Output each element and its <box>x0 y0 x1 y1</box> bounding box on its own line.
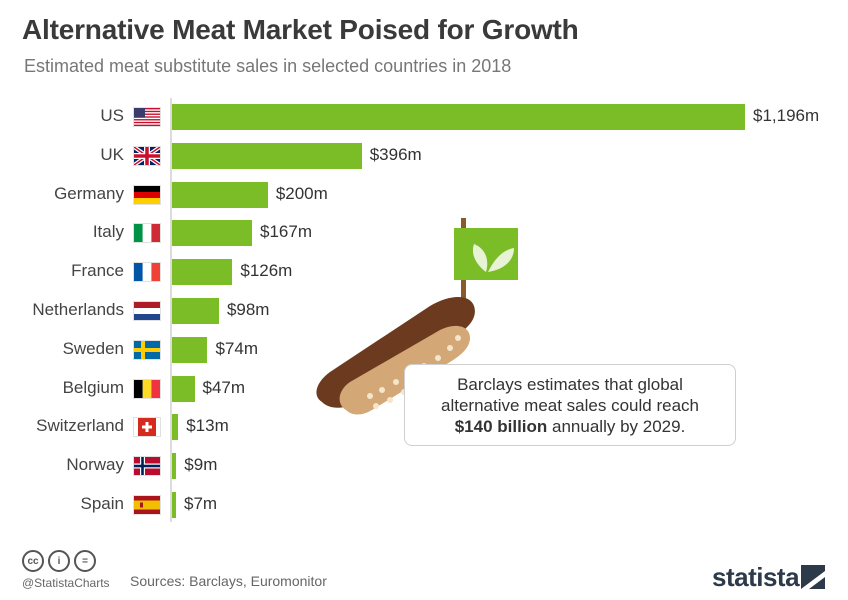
value-label: $200m <box>275 183 328 203</box>
value-label: $1,196m <box>753 106 820 125</box>
statista-mark-icon <box>801 565 825 589</box>
bar <box>172 453 177 480</box>
category-label: France <box>71 261 124 281</box>
flag-us-icon <box>134 108 160 126</box>
leaf-left <box>472 244 488 272</box>
value-label: $396m <box>369 144 422 164</box>
value-label: $9m <box>184 455 218 475</box>
category-label: Switzerland <box>36 416 124 436</box>
category-label: Belgium <box>62 377 124 397</box>
license-icons: cc i = <box>22 550 96 572</box>
bar-row-belgium: Belgium $47m <box>0 375 848 402</box>
bar-row-italy: Italy $167m <box>0 220 848 247</box>
value-label: $98m <box>226 300 270 319</box>
callout-box: Barclays estimates that global alternati… <box>404 364 736 446</box>
value-label: $13m <box>186 416 229 436</box>
chart-subtitle: Estimated meat substitute sales in selec… <box>24 56 512 76</box>
flag-ch-icon <box>134 418 160 437</box>
bar-row-spain: Spain $7m <box>0 492 848 518</box>
flag-nl-icon <box>134 302 160 320</box>
flag-se-icon <box>134 340 160 359</box>
bar-row-uk: UK $396m <box>0 142 848 169</box>
category-label: Sweden <box>62 338 124 358</box>
bar <box>172 181 268 208</box>
category-label: Netherlands <box>32 300 124 319</box>
category-label: Italy <box>92 222 124 242</box>
sources-note: Sources: Barclays, Euromonitor <box>130 573 327 589</box>
bar <box>172 220 252 247</box>
bar-row-germany: Germany $200m <box>0 181 848 208</box>
flag-de-icon <box>134 185 160 204</box>
flag-fr-icon <box>134 263 160 282</box>
statista-logo[interactable]: statista <box>712 562 800 592</box>
chart-title: Alternative Meat Market Poised for Growt… <box>22 14 579 45</box>
bar-row-netherlands: Netherlands $98m <box>0 298 848 324</box>
twitter-handle[interactable]: @StatistaCharts <box>22 576 110 590</box>
bar <box>172 492 176 518</box>
category-label: UK <box>100 144 124 164</box>
bar <box>172 298 219 324</box>
category-label: Spain <box>80 494 124 513</box>
bar-row-switzerland: Switzerland $13m <box>0 414 848 441</box>
bar-row-norway: Norway $9m <box>0 453 848 480</box>
flag-no-icon <box>134 457 160 476</box>
category-label: US <box>100 106 124 125</box>
flag-uk-icon <box>134 146 160 165</box>
bar <box>172 336 208 363</box>
cc-icon[interactable]: cc <box>22 550 44 572</box>
attribution-icon[interactable]: i <box>48 550 70 572</box>
bar-row-sweden: Sweden $74m <box>0 336 848 363</box>
callout-bold-figure: $140 billion <box>454 416 548 436</box>
value-label: $126m <box>240 261 293 281</box>
bar <box>172 142 362 169</box>
bar <box>172 104 745 130</box>
flag-be-icon <box>134 379 160 398</box>
callout-line-2: alternative meat sales could reach <box>441 395 699 415</box>
callout-line-3-rest: annually by 2029. <box>547 416 686 436</box>
flag-it-icon <box>134 224 160 243</box>
no-derivatives-icon[interactable]: = <box>74 550 96 572</box>
callout-line-1: Barclays estimates that global <box>457 374 683 394</box>
value-label: $7m <box>184 494 218 513</box>
bar <box>172 375 195 402</box>
bar <box>172 414 179 441</box>
callout-line-3: $140 billion annually by 2029. <box>455 416 686 437</box>
value-label: $74m <box>215 338 258 358</box>
flag-es-icon <box>134 496 160 514</box>
bar <box>172 259 233 286</box>
value-label: $47m <box>202 377 246 397</box>
category-label: Norway <box>66 455 124 475</box>
value-label: $167m <box>260 222 312 242</box>
bar-row-france: France $126m <box>0 259 848 286</box>
axis-line <box>170 98 172 522</box>
bar-row-us: US $1,196m <box>0 104 848 130</box>
leaf-right <box>488 248 514 272</box>
category-label: Germany <box>54 183 124 203</box>
